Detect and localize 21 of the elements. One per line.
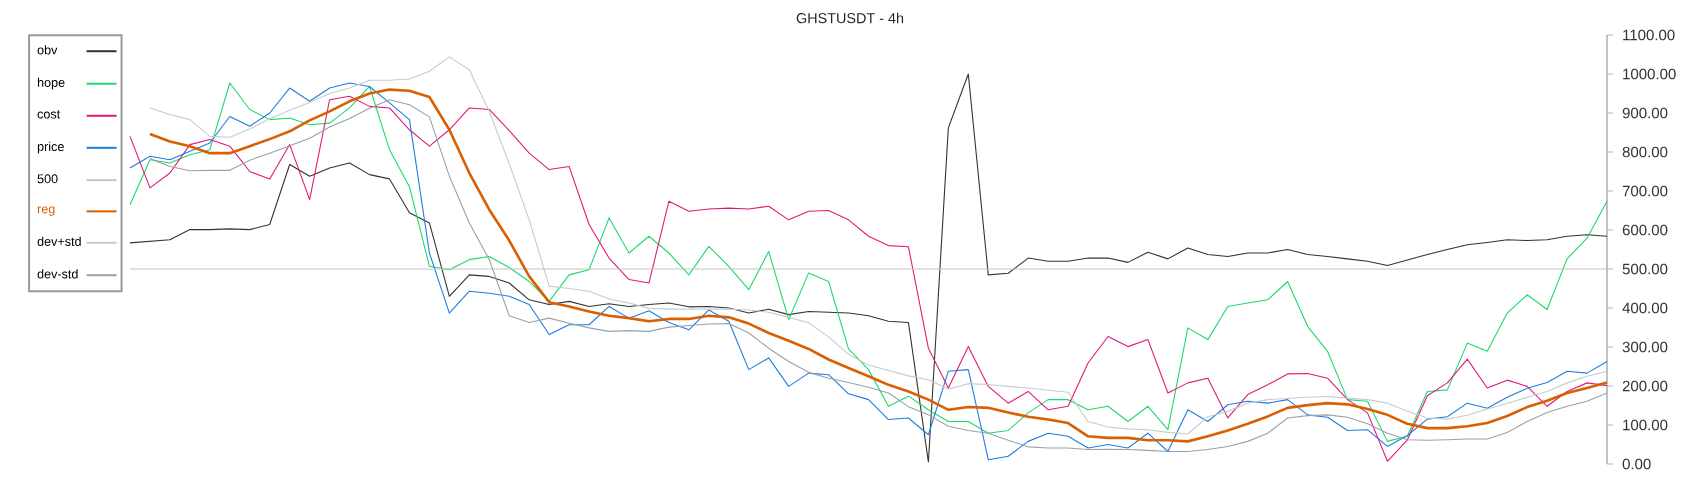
y-tick-label: 500.00 [1622,263,1668,275]
y-tick-label: 400.00 [1622,302,1668,314]
text: reg [37,206,55,216]
y-tick-label: 0.00 [1622,458,1651,470]
y-tick-label: 900.00 [1622,107,1668,119]
y-tick-label: 1100.00 [1623,29,1675,41]
y-tick-label: 600.00 [1622,224,1668,236]
legend-label: price [37,141,64,154]
legend-label: dev+std [37,236,81,246]
chart-title: GHSTUSDT - 4h [796,12,904,24]
y-tick-label: 100.00 [1623,419,1668,431]
legend-label: hope [37,77,65,90]
y-tick-label: 200.00 [1622,380,1668,392]
y-tick-label: 300.00 [1622,341,1668,353]
legend-label: obv [37,45,58,55]
legend-label: cost [37,110,61,119]
legend-label: dev-std [37,269,78,279]
y-tick-label: 1000.00 [1623,68,1676,80]
legend-label: 500 [37,174,58,184]
y-tick-label: 700.00 [1622,185,1668,197]
y-tick-label: 800.00 [1622,146,1668,158]
